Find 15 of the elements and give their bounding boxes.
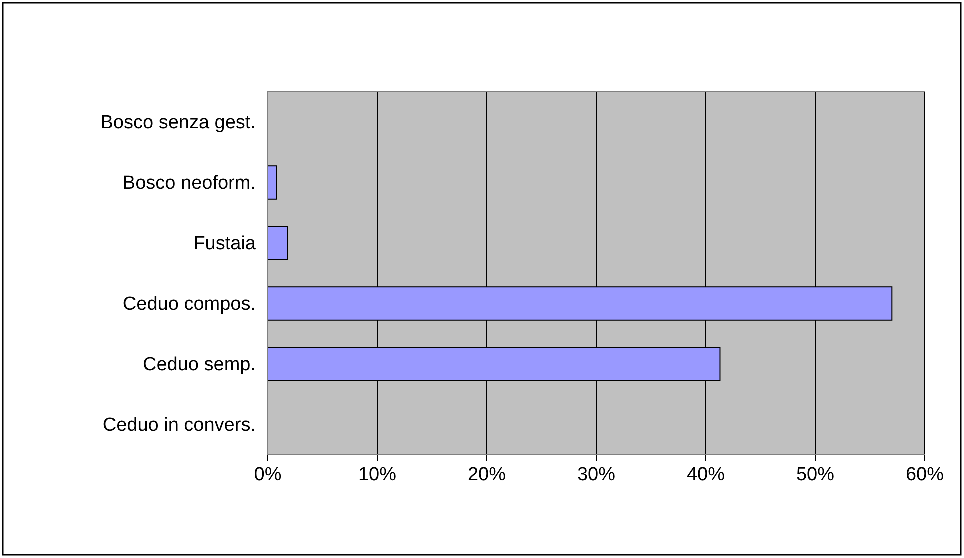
y-tick-label: Ceduo in convers. [102,414,256,436]
bar [268,226,288,260]
x-tick-label: 10% [358,464,397,486]
x-tick-label: 50% [796,464,835,486]
x-tick-label: 0% [254,464,282,486]
x-tick-label: 40% [686,464,726,486]
x-tick-label: 30% [577,464,616,486]
y-tick-label: Ceduo semp. [142,354,256,376]
bar [268,166,278,200]
y-tick-label: Bosco neoform. [122,172,256,194]
x-tick-label: 20% [468,464,506,486]
y-tick-label: Fustaia [194,233,256,254]
y-tick-label: Bosco senza gest. [100,112,256,134]
y-tick-label: Ceduo compos. [122,294,256,315]
x-tick-label: 60% [906,464,944,486]
